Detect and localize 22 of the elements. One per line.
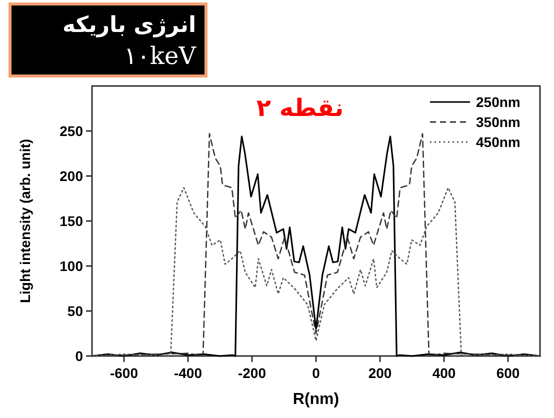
legend-label: 250nm: [476, 94, 520, 110]
line-series: [91, 187, 541, 357]
x-tick-label: 600: [496, 365, 520, 381]
y-axis-title: Light intensity (arb. unit): [17, 138, 33, 304]
legend-label: 450nm: [476, 134, 520, 150]
x-tick-label: 400: [432, 365, 456, 381]
y-tick-label: 250: [60, 123, 84, 139]
x-axis-title: R(nm): [292, 391, 340, 408]
y-tick-label: 200: [60, 168, 84, 184]
y-tick-label: 50: [67, 303, 84, 319]
y-tick-label: 150: [60, 213, 84, 229]
y-tick-label: 0: [75, 348, 84, 364]
x-tick-label: -400: [174, 365, 202, 381]
annotation: نقطه ۲: [256, 94, 344, 122]
legend-label: 350nm: [476, 114, 520, 130]
y-tick-label: 100: [60, 258, 84, 274]
text: ۱۰keV: [124, 42, 197, 70]
x-tick-label: 200: [368, 365, 392, 381]
text: انرژی باریکه: [62, 13, 196, 38]
x-tick-label: -200: [238, 365, 266, 381]
x-tick-label: -600: [110, 365, 138, 381]
x-tick-label: 0: [312, 365, 320, 381]
